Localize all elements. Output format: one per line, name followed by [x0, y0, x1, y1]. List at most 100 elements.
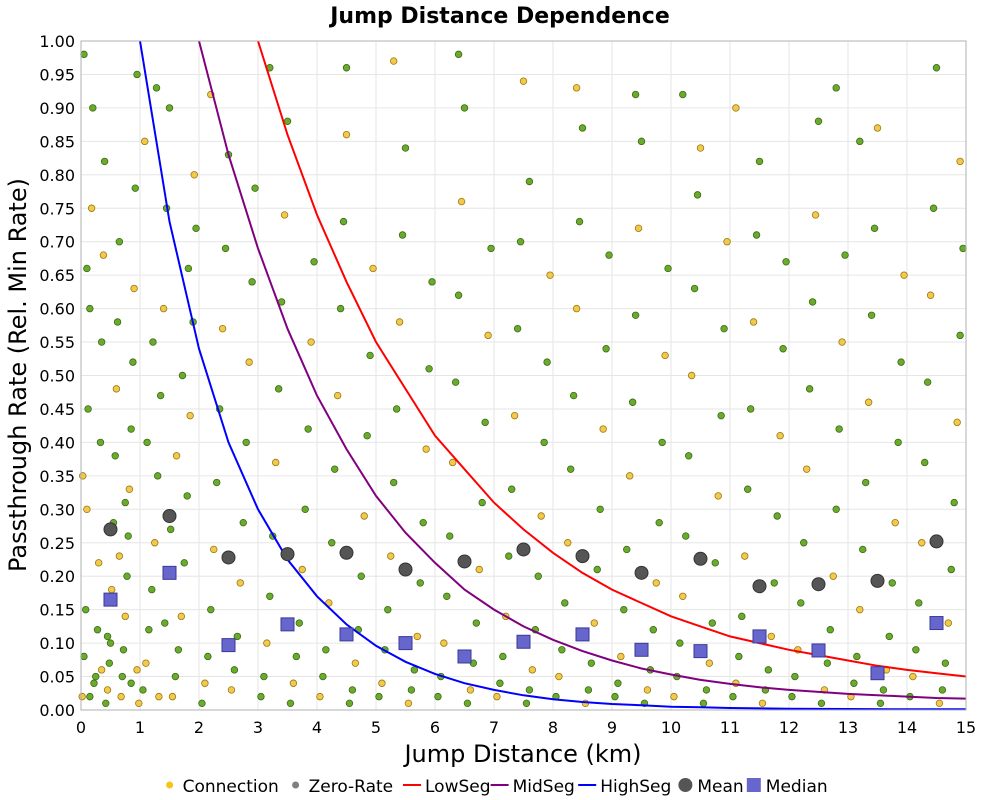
scatter-point — [345, 699, 354, 708]
scatter-point — [260, 672, 268, 681]
scatter-point — [708, 619, 716, 627]
scatter-point — [103, 686, 112, 694]
scatter-point — [97, 666, 106, 674]
scatter-point — [280, 211, 289, 219]
scatter-point — [499, 652, 507, 661]
y-tick-label: 0.15 — [39, 601, 75, 620]
scatter-point — [926, 291, 935, 299]
y-tick-label: 1.00 — [39, 32, 75, 51]
scatter-point — [248, 278, 256, 286]
scatter-point — [161, 619, 169, 627]
chart-title: Jump Distance Dependence — [328, 4, 670, 29]
scatter-point — [115, 237, 124, 246]
median-marker — [162, 565, 177, 580]
scatter-point — [166, 525, 175, 534]
scatter-point — [292, 652, 301, 661]
scatter-point — [670, 692, 678, 701]
y-tick-label: 0.05 — [39, 668, 75, 687]
x-tick-labels: 0 1 2 3 4 5 6 7 8 9 10 11 12 13 14 15 — [76, 718, 976, 737]
scatter-point — [720, 324, 728, 333]
y-tick-label: 0.65 — [39, 266, 75, 285]
scatter-point — [938, 686, 947, 694]
median-marker — [516, 634, 531, 649]
scatter-point — [817, 699, 826, 708]
scatter-point — [944, 619, 952, 627]
scatter-point — [375, 692, 383, 701]
legend-label: Mean — [697, 777, 743, 797]
mean-marker — [516, 542, 531, 557]
scatter-point — [959, 244, 967, 253]
scatter-point — [180, 559, 188, 567]
scatter-point — [93, 626, 102, 634]
scatter-point — [133, 70, 141, 79]
scatter-point — [652, 579, 660, 587]
scatter-point — [111, 452, 119, 460]
scatter-point — [773, 512, 781, 520]
scatter-point — [86, 692, 94, 701]
mean-marker — [398, 562, 413, 577]
scatter-point — [894, 438, 902, 447]
scatter-point — [310, 258, 318, 266]
scatter-point — [487, 244, 495, 253]
scatter-point — [755, 157, 764, 166]
scatter-point — [378, 679, 386, 687]
scatter-point — [171, 672, 180, 681]
scatter-point — [493, 692, 501, 701]
x-tick-label: 8 — [548, 718, 558, 737]
scatter-point — [201, 679, 209, 687]
scatter-point — [803, 465, 811, 473]
scatter-point — [82, 605, 90, 614]
scatter-point — [172, 452, 181, 460]
scatter-point — [805, 385, 814, 393]
y-tick-label: 0.70 — [39, 233, 75, 252]
scatter-point — [212, 478, 221, 487]
scatter-point — [121, 498, 129, 507]
scatter-point — [413, 632, 421, 641]
scatter-point — [941, 659, 950, 667]
x-tick-label: 7 — [489, 718, 499, 737]
scatter-point — [454, 50, 463, 59]
x-tick-label: 11 — [720, 718, 740, 737]
x-tick-label: 0 — [76, 718, 86, 737]
scatter-point — [702, 686, 711, 694]
scatter-point — [593, 565, 601, 574]
scatter-point — [637, 137, 646, 146]
x-tick-label: 10 — [661, 718, 681, 737]
scatter-point — [135, 699, 143, 708]
scatter-point — [658, 438, 666, 447]
scatter-point — [587, 659, 596, 667]
scatter-point — [513, 324, 522, 333]
scatter-point — [767, 632, 775, 641]
scatter-point — [190, 171, 198, 179]
x-tick-label: 4 — [312, 718, 322, 737]
legend: Connection Zero-Rate LowSeg MidSeg HighSeg Me… — [166, 777, 828, 797]
scatter-point — [797, 599, 805, 607]
scatter-point — [174, 646, 183, 654]
scatter-point — [484, 331, 492, 340]
median-marker — [280, 617, 295, 632]
scatter-point — [679, 592, 687, 600]
scatter-point — [295, 619, 303, 627]
scatter-point — [823, 659, 832, 667]
mean-marker — [103, 522, 118, 537]
lowseg-curve — [257, 40, 967, 678]
scatter-point — [856, 605, 864, 614]
scatter-point — [859, 545, 867, 554]
y-tick-label: 0.50 — [39, 367, 75, 386]
scatter-point — [422, 445, 430, 453]
scatter-point — [454, 291, 463, 299]
scatter-point — [682, 532, 690, 540]
scatter-point — [626, 472, 634, 480]
scatter-point — [384, 605, 392, 614]
mean-marker — [693, 551, 708, 566]
y-tick-label: 0.95 — [39, 65, 75, 84]
scatter-point — [357, 572, 365, 580]
scatter-point — [304, 425, 312, 433]
scatter-point — [649, 626, 657, 634]
scatter-point — [525, 686, 534, 694]
scatter-point — [516, 237, 525, 246]
median-marker — [398, 636, 413, 651]
scatter-point — [121, 612, 129, 621]
y-tick-label: 0.75 — [39, 199, 75, 218]
scatter-point — [717, 411, 725, 420]
